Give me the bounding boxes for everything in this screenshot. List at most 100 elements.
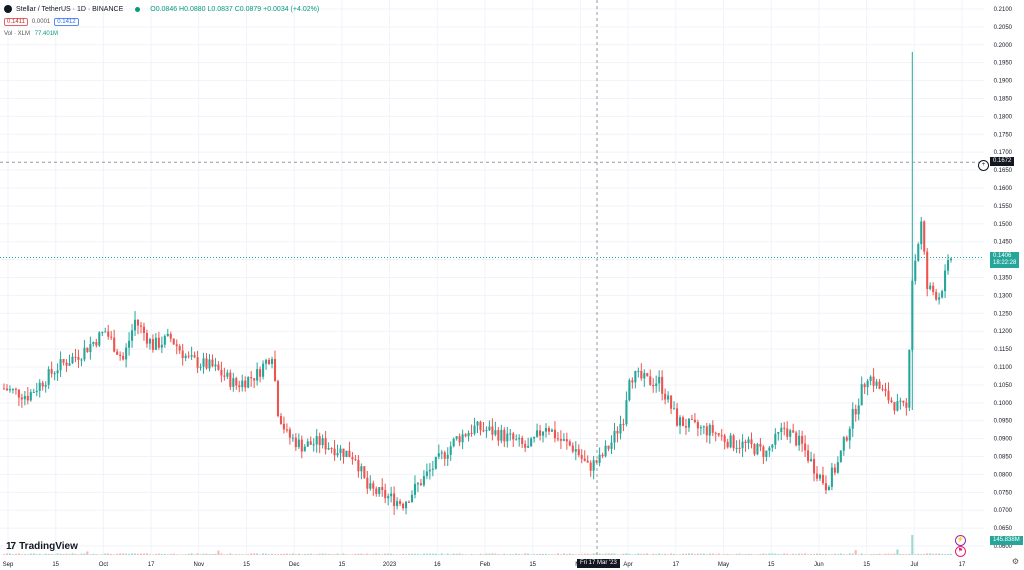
candle-body [128,340,131,348]
candle-body [610,442,613,449]
volume-bar [184,554,187,555]
volume-bar [699,553,702,555]
volume-bar [306,553,309,555]
volume-bar [559,554,562,555]
volume-bar [178,554,181,555]
gear-icon[interactable]: ⚙ [1011,557,1019,566]
volume-bar [56,553,59,555]
volume-bar [804,553,807,555]
candle-body [276,380,280,416]
volume-bar [947,554,950,555]
candle-body [622,423,625,425]
candle-body [485,430,488,432]
volume-bar [41,554,44,555]
candle-body [902,400,905,403]
candle-body [393,493,396,507]
volume-bar [536,554,539,555]
time-axis-label: Jun [814,562,824,568]
sell-button[interactable]: 0.1411 [4,18,28,26]
volume-bar [547,554,551,555]
time-axis-label: 15 [768,562,775,568]
candle-body [884,389,887,391]
candle-body [253,378,256,381]
add-alert-icon[interactable]: + [978,160,989,171]
volume-bar [384,553,387,555]
volume-bar [446,553,449,555]
candle-body [419,483,422,486]
price-axis-label: 0.2050 [994,25,1013,31]
candle-body [92,342,95,345]
candle-body [681,417,685,427]
candle-body [262,363,265,377]
volume-bar [20,554,23,555]
candle-body [878,381,881,389]
volume-bar [586,553,589,555]
volume-bar [902,554,905,555]
volume-bar [670,553,673,555]
volume-bar [217,550,220,555]
candle-body [303,446,306,452]
candle-body [5,388,9,391]
volume-bar [315,554,318,555]
volume-bar [616,554,619,555]
candle-body [544,428,548,432]
volume-bar [157,553,160,555]
price-axis-label: 0.0900 [994,437,1013,443]
candle-body [908,349,911,408]
volume-bar [431,553,434,555]
volume-bar [65,553,68,555]
candle-body [416,483,419,485]
buy-button[interactable]: 0.1412 [54,18,79,26]
volume-bar [872,553,875,555]
candle-body [938,297,941,300]
candle-body [798,435,801,446]
candle-body [896,401,899,411]
flag-icon[interactable]: ⚑ [955,546,966,557]
candle-body [214,364,217,367]
candle-body [136,319,140,326]
volume-bar [887,553,890,555]
candle-body [655,383,658,387]
price-axis-label: 0.1950 [994,61,1013,67]
volume-bar [8,553,11,555]
volume-bar [568,553,571,555]
stellar-logo-icon [4,5,12,13]
volume-bar [530,554,533,555]
volume-bar [485,553,488,555]
volume-bar [544,553,548,555]
candle-body [810,459,813,461]
candle-body [699,427,702,429]
tradingview-logo[interactable]: 17 TradingView [6,541,78,552]
candle-body [917,244,920,261]
volume-bar [768,553,771,555]
candle-body [857,405,860,415]
candle-body [223,375,226,377]
volume-bar [673,553,676,555]
volume-bar [786,553,789,555]
candle-body [50,369,53,374]
candle-body [220,369,223,376]
candle-body [217,364,220,370]
flash-icon[interactable]: ⚡ [955,535,966,546]
candle-body [920,221,923,245]
candle-body [944,270,947,292]
volume-bar [297,553,300,555]
candle-body [947,260,950,271]
candle-body [815,473,819,479]
symbol-title[interactable]: Stellar / TetherUS · 1D · BINANCE [16,5,124,13]
volume-bar [247,554,250,555]
candle-body [184,355,187,359]
volume-bar [312,554,315,555]
candle-body [640,370,643,379]
volume-bar [949,553,953,555]
volume-bar [512,554,515,555]
candle-body [833,467,836,473]
candle-body [315,436,318,445]
candle-body [643,373,646,379]
time-axis-label: May [718,562,729,568]
candle-body [35,390,38,393]
candle-body [601,454,604,457]
volume-bar [461,554,464,555]
volume-bar [125,553,128,555]
